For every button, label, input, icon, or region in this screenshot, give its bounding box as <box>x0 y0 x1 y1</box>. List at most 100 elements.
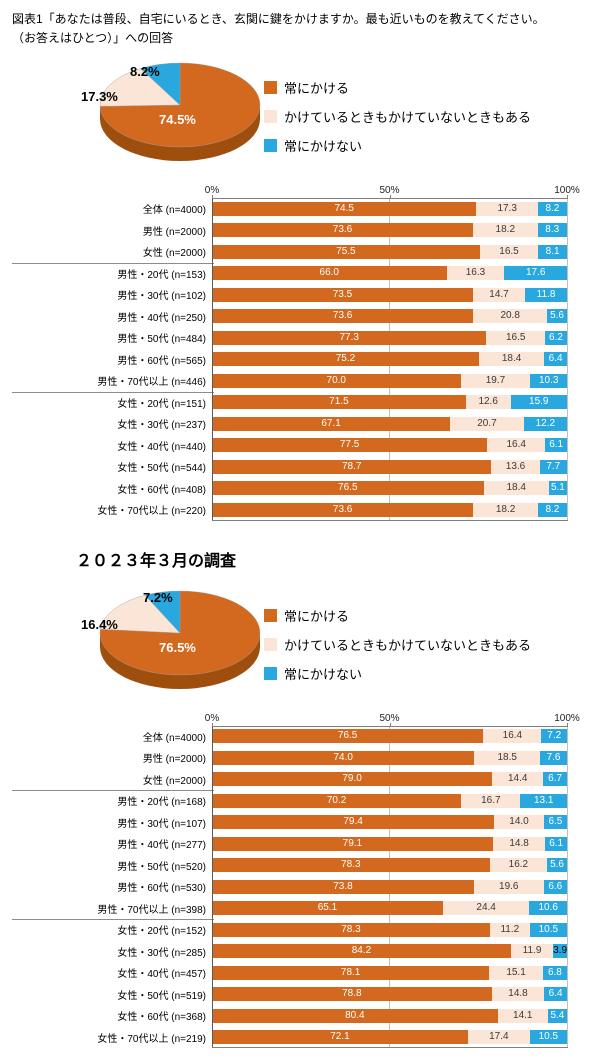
bar-row: 女性・40代 (n=457) 78.1 15.1 6.8 <box>12 962 588 984</box>
bar-segment-never: 5.6 <box>547 858 567 873</box>
bar-segment-always: 78.3 <box>212 858 490 873</box>
axis-tickmark-icon <box>567 195 568 200</box>
bar-segment-always: 79.0 <box>212 772 493 787</box>
bar-segment-always: 66.0 <box>212 266 447 281</box>
bar-row-label: 男性・20代 (n=153) <box>117 269 206 281</box>
bar-segment-always: 73.6 <box>212 309 474 324</box>
bar-row-label: 女性・30代 (n=285) <box>117 947 206 959</box>
stacked-bar: 77.5 16.4 6.1 <box>212 438 567 453</box>
bar-row: 女性・60代 (n=368) 80.4 14.1 5.4 <box>12 1005 588 1027</box>
bar-segment-never: 6.1 <box>545 836 567 851</box>
stacked-bar: 76.5 16.4 7.2 <box>212 729 567 744</box>
bar-row-label: 女性・20代 (n=151) <box>117 398 206 410</box>
bar-segment-never: 11.8 <box>525 287 567 302</box>
bar-segment-never: 8.1 <box>538 244 567 259</box>
bar-segment-sometimes: 17.4 <box>467 1030 530 1045</box>
pie-value-never: 8.2% <box>130 64 160 80</box>
bar-segment-always: 73.6 <box>212 223 474 238</box>
bar-row: 女性 (n=2000) 79.0 14.4 6.7 <box>12 769 588 791</box>
bar-segment-never: 10.5 <box>529 1030 567 1045</box>
bar-segment-never: 7.6 <box>540 750 567 765</box>
bar-chart-plot: 全体 (n=4000) 74.5 17.3 8.2 男性 (n=2000) 73.6 18.… <box>12 198 588 521</box>
bar-segment-never: 10.3 <box>530 373 567 388</box>
bar-chart: 0% 50% 100% 全体 (n=4000) 76.5 16.4 7.2 男性 (n=20… <box>12 711 588 1049</box>
legend-swatch-never <box>264 139 277 153</box>
figure-title-line1: 図表1「あなたは普段、自宅にいるとき、玄関に鍵をかけますか。最も近いものを教えて… <box>12 12 545 26</box>
stacked-bar: 72.1 17.4 10.5 <box>212 1030 567 1045</box>
pie-value-always: 74.5% <box>159 112 196 128</box>
bar-segment-always: 77.3 <box>212 330 487 345</box>
bar-segment-sometimes: 14.4 <box>492 772 544 787</box>
bar-segment-always: 78.7 <box>212 459 492 474</box>
bar-segment-never: 8.3 <box>537 223 567 238</box>
bar-row-label: 男性・70代以上 (n=446) <box>97 377 206 389</box>
legend-item-sometimes: かけているときもかけていないときもある <box>264 635 531 654</box>
bar-row: 女性・70代以上 (n=219) 72.1 17.4 10.5 <box>12 1027 588 1049</box>
pie-value-sometimes: 16.4% <box>81 616 118 632</box>
legend-label-sometimes: かけているときもかけていないときもある <box>284 637 532 653</box>
survey-section-current: 8.2% 17.3% 74.5% 常にかける かけているときもかけていないときも… <box>12 53 588 521</box>
bar-row-label: 男性 (n=2000) <box>142 754 206 766</box>
bar-row-label: 全体 (n=4000) <box>142 732 206 744</box>
bar-row-label: 女性・20代 (n=152) <box>117 926 206 938</box>
bar-segment-always: 84.2 <box>212 944 511 959</box>
stacked-bar: 78.3 11.2 10.5 <box>212 922 567 937</box>
bar-row-label: 女性・60代 (n=368) <box>117 1012 206 1024</box>
bar-row-label: 全体 (n=4000) <box>142 205 206 217</box>
bar-segment-never: 12.2 <box>523 416 567 431</box>
axis-tick-label: 100% <box>554 712 580 724</box>
stacked-bar: 75.2 18.4 6.4 <box>212 352 567 367</box>
bar-row: 男性・20代 (n=153) 66.0 16.3 17.6 <box>12 262 588 285</box>
stacked-bar: 78.3 16.2 5.6 <box>212 858 567 873</box>
stacked-bar: 80.4 14.1 5.4 <box>212 1008 567 1023</box>
bar-row-label: 男性・40代 (n=277) <box>117 840 206 852</box>
bar-row: 男性・40代 (n=250) 73.6 20.8 5.6 <box>12 306 588 328</box>
stacked-bar: 78.1 15.1 6.8 <box>212 965 567 980</box>
legend-item-never: 常にかけない <box>264 136 531 155</box>
gridline-100-icon <box>567 198 568 521</box>
bar-row-label: 男性・70代以上 (n=398) <box>97 904 206 916</box>
bar-row-label: 女性・30代 (n=237) <box>117 420 206 432</box>
axis-tick-label: 50% <box>379 712 400 724</box>
bar-row: 男性・30代 (n=102) 73.5 14.7 11.8 <box>12 284 588 306</box>
bar-row-label: 男性・50代 (n=484) <box>117 334 206 346</box>
legend-item-always: 常にかける <box>264 78 531 97</box>
bar-segment-always: 76.5 <box>212 481 484 496</box>
bar-segment-sometimes: 14.8 <box>492 836 546 851</box>
stacked-bar: 77.3 16.5 6.2 <box>212 330 567 345</box>
stacked-bar: 78.8 14.8 6.4 <box>212 987 567 1002</box>
legend-item-always: 常にかける <box>264 606 531 625</box>
stacked-bar: 73.6 18.2 8.3 <box>212 223 567 238</box>
bar-segment-sometimes: 16.4 <box>487 438 546 453</box>
bar-row-label: 女性・70代以上 (n=220) <box>97 506 206 518</box>
bar-segment-sometimes: 18.2 <box>473 502 538 517</box>
bar-segment-always: 73.6 <box>212 502 474 517</box>
legend-swatch-always <box>264 81 277 95</box>
bar-segment-never: 8.2 <box>537 502 567 517</box>
bar-segment-always: 73.5 <box>212 287 473 302</box>
bar-segment-always: 74.5 <box>212 201 477 216</box>
bar-segment-sometimes: 15.1 <box>489 965 543 980</box>
stacked-bar: 71.5 12.6 15.9 <box>212 395 567 410</box>
bar-segment-sometimes: 14.7 <box>472 287 526 302</box>
bar-row: 女性・40代 (n=440) 77.5 16.4 6.1 <box>12 435 588 457</box>
figure-title-line2: （お答えはひとつ）」への回答 <box>12 30 174 45</box>
bar-segment-always: 77.5 <box>212 438 488 453</box>
bar-row: 男性・70代以上 (n=398) 65.1 24.4 10.6 <box>12 898 588 920</box>
bar-segment-always: 70.0 <box>212 373 461 388</box>
stacked-bar: 70.0 19.7 10.3 <box>212 373 567 388</box>
bar-segment-always: 80.4 <box>212 1008 498 1023</box>
stacked-bar: 65.1 24.4 10.6 <box>212 901 567 916</box>
bar-segment-sometimes: 18.4 <box>478 352 545 367</box>
bar-segment-always: 70.2 <box>212 793 462 808</box>
stacked-bar: 84.2 11.9 3.9 <box>212 944 567 959</box>
bar-segment-sometimes: 18.2 <box>473 223 538 238</box>
plot-bottom-line <box>212 519 568 521</box>
bar-segment-never: 6.7 <box>543 772 567 787</box>
pie-chart: 8.2% 17.3% 74.5% <box>80 55 280 175</box>
bar-segment-never: 6.4 <box>544 352 567 367</box>
pie-3d <box>99 590 261 689</box>
bar-segment-always: 73.8 <box>212 879 474 894</box>
bar-row-label: 女性 (n=2000) <box>142 775 206 787</box>
category-axis-line <box>212 198 213 521</box>
